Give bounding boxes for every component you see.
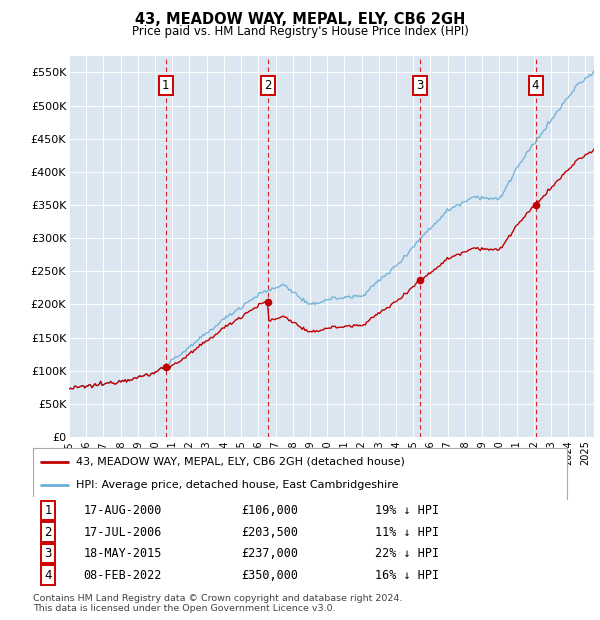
Text: 43, MEADOW WAY, MEPAL, ELY, CB6 2GH (detached house): 43, MEADOW WAY, MEPAL, ELY, CB6 2GH (det… [76,457,404,467]
Text: 43, MEADOW WAY, MEPAL, ELY, CB6 2GH: 43, MEADOW WAY, MEPAL, ELY, CB6 2GH [135,12,465,27]
Text: 16% ↓ HPI: 16% ↓ HPI [375,569,439,582]
Text: 4: 4 [532,79,539,92]
Text: 08-FEB-2022: 08-FEB-2022 [84,569,162,582]
Text: 4: 4 [44,569,52,582]
Text: 1: 1 [162,79,170,92]
Text: HPI: Average price, detached house, East Cambridgeshire: HPI: Average price, detached house, East… [76,480,398,490]
Text: 3: 3 [44,547,52,560]
Text: 11% ↓ HPI: 11% ↓ HPI [375,526,439,539]
Text: Contains HM Land Registry data © Crown copyright and database right 2024.
This d: Contains HM Land Registry data © Crown c… [33,594,403,613]
Text: 17-AUG-2000: 17-AUG-2000 [84,504,162,517]
Text: £350,000: £350,000 [241,569,298,582]
Text: 2: 2 [264,79,271,92]
Text: 2: 2 [44,526,52,539]
Text: 19% ↓ HPI: 19% ↓ HPI [375,504,439,517]
Text: £203,500: £203,500 [241,526,298,539]
Text: 1: 1 [44,504,52,517]
Text: Price paid vs. HM Land Registry's House Price Index (HPI): Price paid vs. HM Land Registry's House … [131,25,469,38]
Text: 3: 3 [416,79,424,92]
Text: £237,000: £237,000 [241,547,298,560]
Text: £106,000: £106,000 [241,504,298,517]
Text: 22% ↓ HPI: 22% ↓ HPI [375,547,439,560]
Text: 18-MAY-2015: 18-MAY-2015 [84,547,162,560]
Text: 17-JUL-2006: 17-JUL-2006 [84,526,162,539]
